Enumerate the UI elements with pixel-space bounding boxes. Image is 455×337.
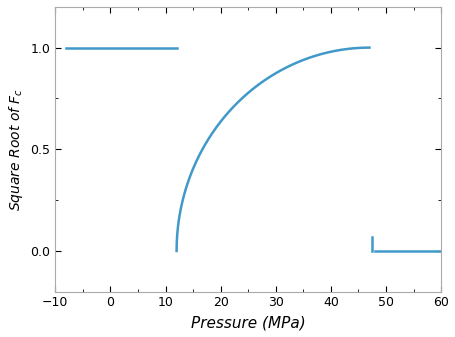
Y-axis label: Square Root of $F_c$: Square Root of $F_c$ [7, 88, 25, 211]
X-axis label: Pressure (MPa): Pressure (MPa) [191, 315, 305, 330]
